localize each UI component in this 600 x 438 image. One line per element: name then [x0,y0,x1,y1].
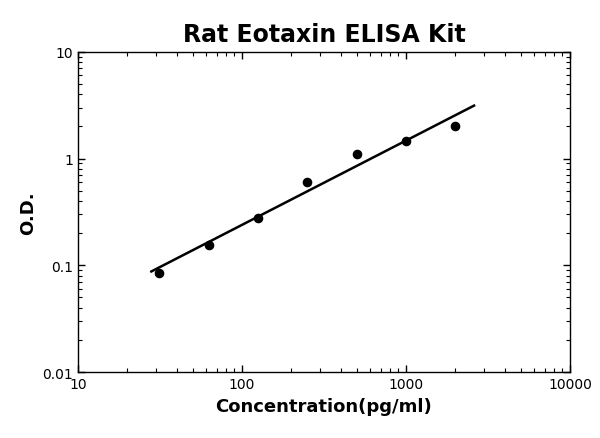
Point [352,151,361,158]
Y-axis label: O.D.: O.D. [19,191,37,234]
Point [253,215,263,222]
Title: Rat Eotaxin ELISA Kit: Rat Eotaxin ELISA Kit [182,22,466,46]
X-axis label: Concentration(pg/ml): Concentration(pg/ml) [215,397,433,415]
Point [154,270,164,277]
Point [451,124,460,131]
Point [302,179,312,186]
Point [401,138,411,145]
Point [204,242,214,249]
